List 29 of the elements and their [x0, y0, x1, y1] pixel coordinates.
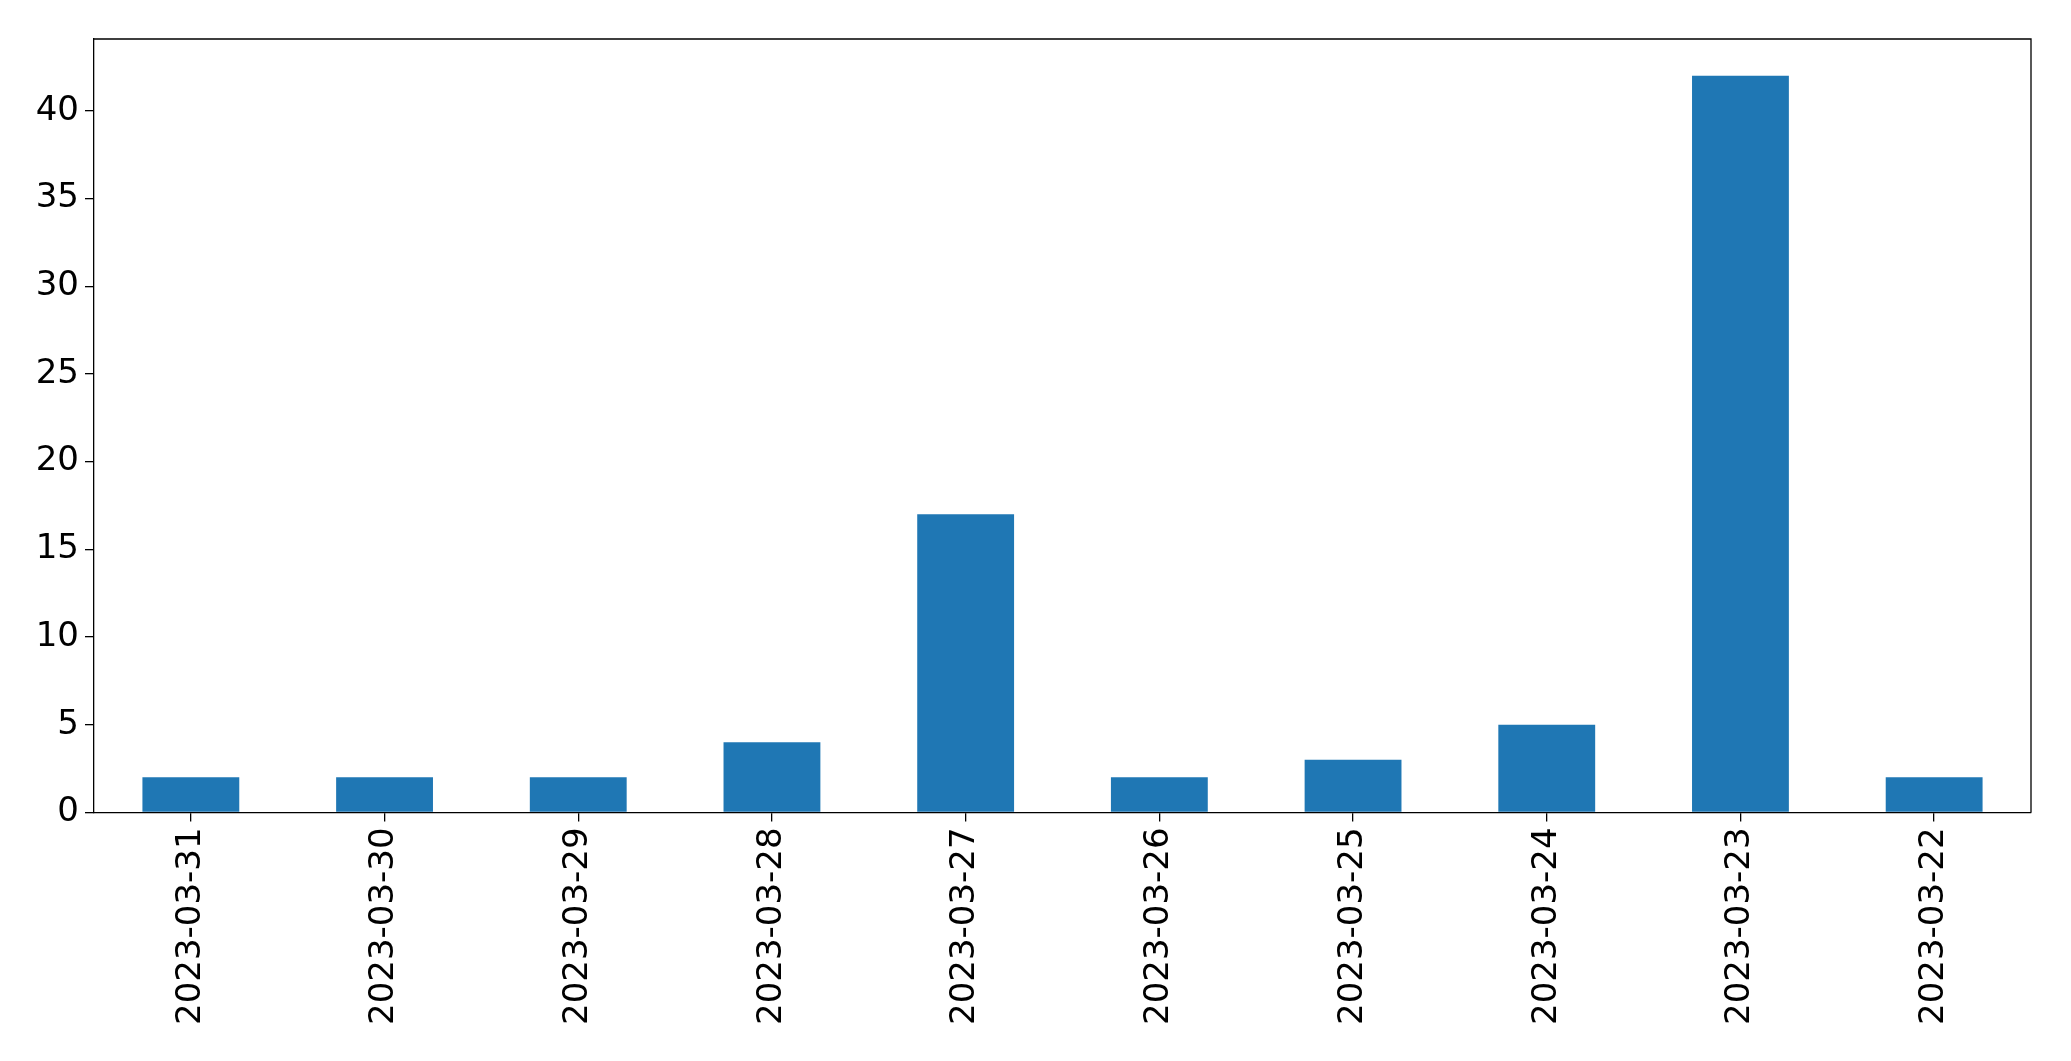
bar [336, 777, 433, 812]
x-tick-label: 2023-03-24 [1523, 827, 1564, 1025]
bar [723, 742, 821, 812]
x-tick-label: 2023-03-25 [1329, 827, 1370, 1025]
y-tick-label: 30 [35, 263, 79, 304]
bar [1110, 777, 1208, 812]
bar [917, 514, 1015, 812]
bar [529, 777, 627, 812]
y-tick-label: 40 [35, 87, 79, 128]
x-tick-label: 2023-03-26 [1136, 827, 1177, 1025]
x-tick-label: 2023-03-28 [748, 827, 789, 1025]
y-tick-label: 5 [57, 701, 79, 742]
x-tick-label: 2023-03-27 [942, 827, 983, 1025]
y-tick-label: 20 [35, 438, 79, 479]
x-tick-label: 2023-03-30 [361, 827, 402, 1025]
x-tick-label: 2023-03-22 [1910, 827, 1951, 1025]
y-tick-label: 25 [35, 350, 79, 391]
x-tick-label: 2023-03-29 [555, 827, 596, 1025]
bar [142, 777, 240, 812]
y-tick-label: 35 [35, 175, 79, 216]
bar [1692, 75, 1789, 812]
y-tick-label: 10 [35, 613, 79, 654]
x-tick-label: 2023-03-23 [1717, 827, 1758, 1025]
y-tick-label: 15 [35, 526, 79, 567]
bar [1304, 759, 1402, 812]
y-tick-label: 0 [57, 789, 79, 830]
bar [1885, 777, 1983, 812]
bar [1498, 724, 1596, 812]
x-tick-label: 2023-03-31 [167, 827, 208, 1025]
